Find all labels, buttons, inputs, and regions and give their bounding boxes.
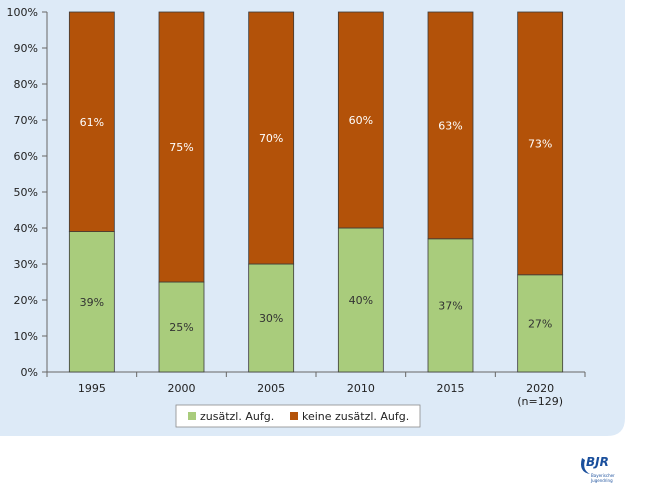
data-label: 73%: [528, 137, 552, 150]
bar-zusaetzl-2010: [337, 227, 384, 373]
y-tick-label: 70%: [14, 114, 38, 127]
legend: zusätzl. Aufg. keine zusätzl. Aufg.: [175, 404, 421, 428]
y-tick-label: 30%: [14, 258, 38, 271]
data-label: 61%: [80, 116, 104, 129]
data-label: 37%: [438, 299, 462, 312]
legend-label-keine: keine zusätzl. Aufg.: [302, 410, 409, 423]
bar-keine-2015: [427, 11, 474, 240]
bar-zusaetzl-2020: [517, 274, 564, 373]
legend-swatch-zusaetzl: [188, 412, 196, 420]
data-label: 75%: [169, 141, 193, 154]
logo-swoosh-icon: [581, 458, 590, 474]
legend-swatch-keine: [290, 412, 298, 420]
bar-zusaetzl-2015: [427, 238, 474, 373]
data-label: 25%: [169, 321, 193, 334]
data-label: 63%: [438, 119, 462, 132]
legend-label-zusaetzl: zusätzl. Aufg.: [200, 410, 274, 423]
bar-keine-2020: [517, 11, 564, 276]
y-tick-label: 0%: [21, 366, 38, 379]
logo-subtitle-1: Bayerischer: [591, 473, 615, 478]
x-tick-label: 2005: [257, 382, 285, 395]
logo-subtitle-2: Jugendring: [590, 478, 613, 483]
x-axis: 1995 2000 2005 2010 2015 2020(n=129): [46, 371, 586, 408]
data-label: 70%: [259, 132, 283, 145]
y-tick-label: 60%: [14, 150, 38, 163]
bjr-logo: BJR Bayerischer Jugendring: [581, 455, 615, 483]
x-tick-label: 2010: [347, 382, 375, 395]
x-tick-sublabel: (n=129): [517, 395, 563, 408]
bar-keine-2005: [248, 11, 295, 265]
data-label: 30%: [259, 312, 283, 325]
y-tick-label: 90%: [14, 42, 38, 55]
x-tick-label: 2020: [526, 382, 554, 395]
y-tick-label: 100%: [7, 6, 38, 19]
data-label: 60%: [349, 114, 373, 127]
y-axis: 0% 10% 20% 30% 40% 50% 60% 70% 80% 90% 100%: [7, 6, 48, 379]
bar-group: [68, 11, 564, 373]
data-label: 39%: [80, 296, 104, 309]
data-label: 27%: [528, 317, 552, 330]
bar-keine-2010: [337, 11, 384, 229]
bar-keine-1995: [68, 11, 115, 233]
y-tick-label: 80%: [14, 78, 38, 91]
y-tick-label: 50%: [14, 186, 38, 199]
y-tick-label: 10%: [14, 330, 38, 343]
y-tick-label: 40%: [14, 222, 38, 235]
data-label: 40%: [349, 294, 373, 307]
x-tick-label: 2000: [168, 382, 196, 395]
x-tick-label: 1995: [78, 382, 106, 395]
bar-keine-2000: [158, 11, 205, 283]
bar-zusaetzl-2005: [248, 263, 295, 373]
data-label-group: 39% 61% 25% 75% 30% 70% 40% 60% 37% 63% 27% 73%: [80, 114, 553, 334]
x-tick-label: 2015: [437, 382, 465, 395]
y-tick-label: 20%: [14, 294, 38, 307]
bar-zusaetzl-1995: [68, 231, 115, 373]
logo-text: BJR: [586, 455, 609, 469]
